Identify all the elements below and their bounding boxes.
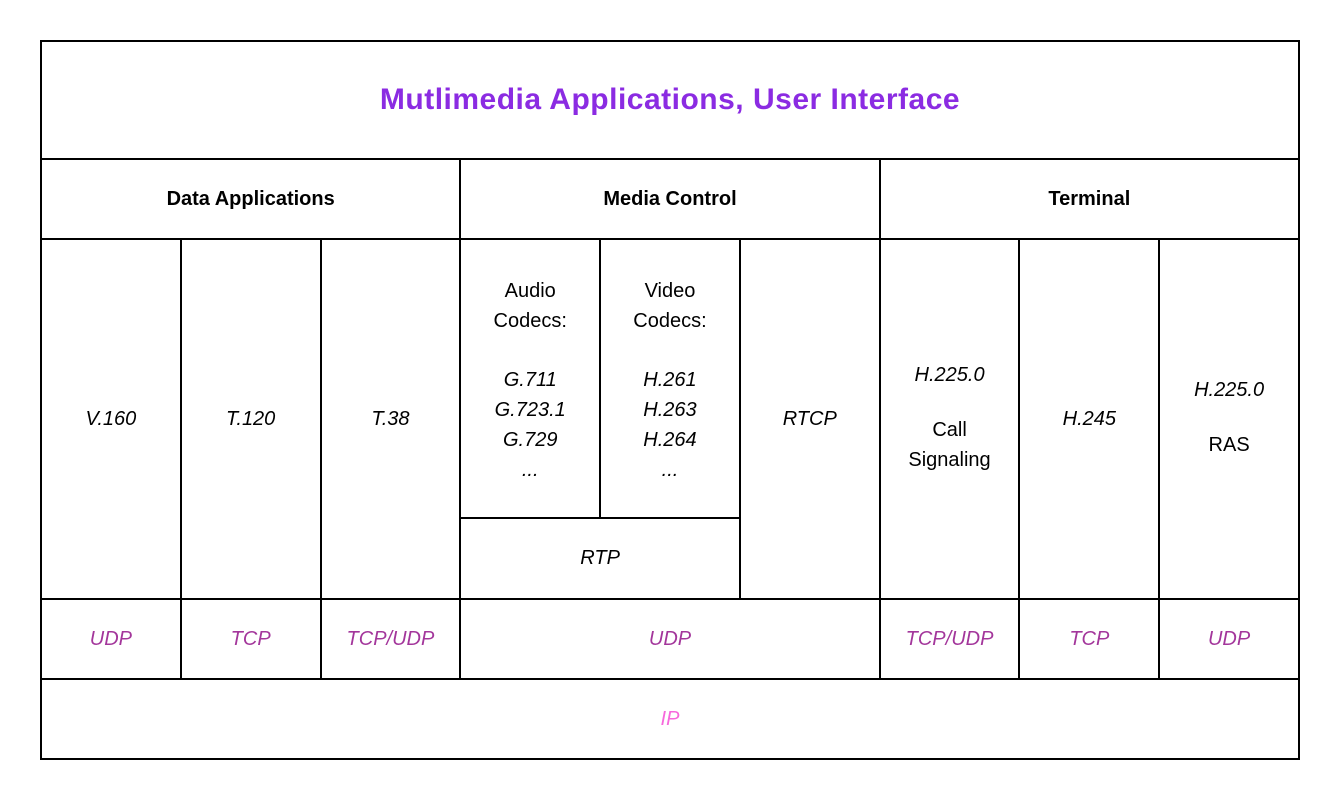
protocol-h2250-ras: H.225.0 xyxy=(1194,378,1265,401)
call-signaling-label: Call Signaling xyxy=(908,418,991,471)
diagram-title: Mutlimedia Applications, User Interface xyxy=(379,83,961,116)
cell-transport-tcpudp-2: TCP/UDP xyxy=(880,600,1019,678)
transport-label: TCP/UDP xyxy=(905,627,994,650)
cell-call-signaling: H.225.0 Call Signaling xyxy=(880,240,1019,598)
transport-label: TCP xyxy=(230,627,271,650)
protocol-rtp: RTP xyxy=(580,547,620,569)
cell-video-codecs: Video Codecs: H.261 H.263 H.264 ... xyxy=(601,240,739,517)
audio-codecs-list: G.711 G.723.1 G.729 ... xyxy=(495,365,566,485)
protocol-v160: V.160 xyxy=(85,407,137,430)
video-codec-item: ... xyxy=(661,459,679,481)
cell-rtp: RTP xyxy=(461,519,739,598)
protocol-stack-diagram: Mutlimedia Applications, User Interface … xyxy=(40,40,1300,760)
protocol-t120: T.120 xyxy=(226,407,276,430)
cell-transport-tcpudp-1: TCP/UDP xyxy=(321,600,460,678)
cell-transport-udp-2: UDP xyxy=(1160,600,1298,678)
cell-transport-tcp-1: TCP xyxy=(181,600,320,678)
transport-label: UDP xyxy=(1207,627,1251,650)
cell-h245: H.245 xyxy=(1020,240,1159,598)
audio-codec-item: G.711 xyxy=(503,369,557,391)
protocol-h2250-call-signaling: H.225.0 xyxy=(914,363,985,386)
video-codec-item: H.264 xyxy=(643,429,697,451)
cell-transport-udp-wide: UDP xyxy=(461,600,879,678)
transport-label: UDP xyxy=(89,627,132,650)
protocol-rtcp: RTCP xyxy=(782,407,837,430)
cell-rtcp: RTCP xyxy=(740,240,879,598)
cell-transport-udp-1: UDP xyxy=(42,600,180,678)
audio-codec-item: G.723.1 xyxy=(494,399,566,421)
audio-codec-item: G.729 xyxy=(502,429,558,451)
section-data-applications: Data Applications xyxy=(42,160,460,238)
audio-codecs-header: Audio Codecs: xyxy=(493,280,567,332)
ras-label: RAS xyxy=(1208,433,1250,456)
transport-label: UDP xyxy=(648,627,692,650)
protocol-h245: H.245 xyxy=(1062,407,1117,430)
section-terminal: Terminal xyxy=(880,160,1298,238)
cell-v160: V.160 xyxy=(42,240,180,598)
cell-audio-codecs: Audio Codecs: G.711 G.723.1 G.729 ... xyxy=(461,240,600,517)
section-label-terminal: Terminal xyxy=(1048,187,1131,210)
network-ip-label: IP xyxy=(660,707,680,730)
video-codecs-list: H.261 H.263 H.264 ... xyxy=(643,365,696,485)
cell-ras: H.225.0 RAS xyxy=(1160,240,1298,598)
cell-transport-tcp-2: TCP xyxy=(1020,600,1159,678)
video-codecs-header: Video Codecs: xyxy=(633,280,707,332)
transport-label: TCP xyxy=(1069,627,1110,650)
video-codec-item: H.263 xyxy=(643,399,697,421)
cell-ip: IP xyxy=(42,680,1298,758)
audio-codec-item: ... xyxy=(521,459,539,481)
section-label-data-applications: Data Applications xyxy=(166,187,335,210)
section-media-control: Media Control xyxy=(461,160,879,238)
title-row: Mutlimedia Applications, User Interface xyxy=(42,42,1298,158)
protocol-t38: T.38 xyxy=(371,407,410,430)
video-codec-item: H.261 xyxy=(643,369,697,391)
cell-t120: T.120 xyxy=(181,240,320,598)
section-label-media-control: Media Control xyxy=(603,187,737,210)
transport-label: TCP/UDP xyxy=(346,627,435,650)
cell-t38: T.38 xyxy=(321,240,460,598)
